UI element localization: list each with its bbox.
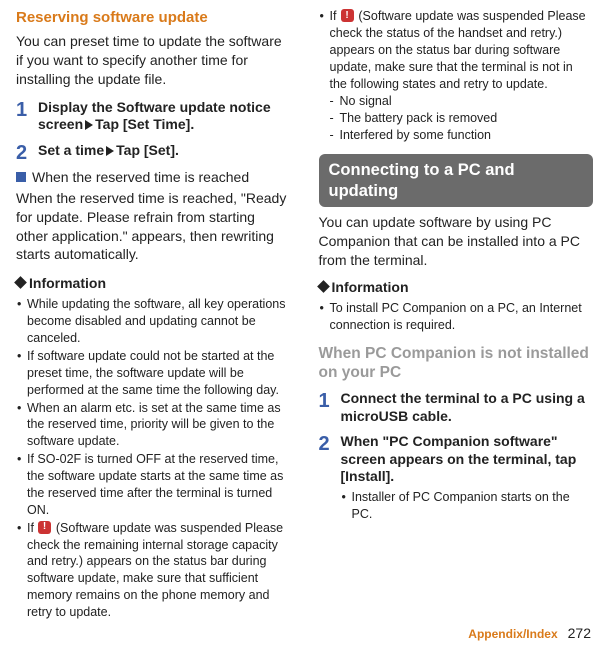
list-item: Installer of PC Companion starts on the … [341, 489, 594, 523]
sub-list: No signal The battery pack is removed In… [330, 93, 594, 144]
step-2: 2 When "PC Companion software" screen ap… [319, 433, 594, 523]
list-item: To install PC Companion on a PC, an Inte… [319, 300, 594, 334]
info-list: While updating the software, all key ope… [16, 296, 291, 621]
body-paragraph: When the reserved time is reached, "Read… [16, 189, 291, 265]
sub-list-item: The battery pack is removed [330, 110, 594, 127]
step-number: 1 [319, 390, 341, 425]
warning-icon [38, 521, 51, 534]
intro-text: You can update software by using PC Comp… [319, 213, 594, 270]
gray-subheading: When PC Companion is not installed on yo… [319, 344, 594, 383]
list-item: If SO-02F is turned OFF at the reserved … [16, 451, 291, 519]
step-sub-list: Installer of PC Companion starts on the … [341, 489, 594, 523]
step-text-b: Tap [Set]. [116, 142, 179, 158]
page-footer: Appendix/Index 272 [468, 625, 591, 641]
info-heading-text: Information [29, 275, 106, 291]
step-text: Connect the terminal to a PC using a mic… [341, 390, 594, 425]
step-number: 2 [319, 433, 341, 523]
list-item: When an alarm etc. is set at the same ti… [16, 400, 291, 451]
diamond-icon [317, 280, 330, 293]
list-item: If (Software update was suspended Please… [319, 8, 594, 144]
square-bullet-icon [16, 172, 26, 182]
step-2: 2 Set a time Tap [Set]. [16, 142, 291, 164]
info-heading: Information [319, 278, 594, 297]
intro-text: You can preset time to update the softwa… [16, 32, 291, 89]
subheading: When the reserved time is reached [16, 168, 291, 187]
sub-list-item: Interfered by some function [330, 127, 594, 144]
diamond-icon [14, 277, 27, 290]
step-1: 1 Display the Software update notice scr… [16, 99, 291, 134]
subheading-text: When the reserved time is reached [32, 169, 249, 185]
list-item: While updating the software, all key ope… [16, 296, 291, 347]
list-item-text-a: If [330, 9, 340, 23]
right-arrow-icon [85, 120, 93, 130]
step-text: Set a time Tap [Set]. [38, 142, 179, 164]
page-number: 272 [568, 625, 591, 641]
step-text-b: Tap [Set Time]. [95, 116, 194, 132]
section-banner: Connecting to a PC and updating [319, 154, 594, 207]
list-item-text-a: If [27, 521, 37, 535]
list-item-text-b: (Software update was suspended Please ch… [330, 9, 586, 91]
step-text-a: Set a time [38, 142, 104, 158]
section-title: Reserving software update [16, 8, 291, 28]
list-item: If (Software update was suspended Please… [16, 520, 291, 621]
step-text: Display the Software update notice scree… [38, 99, 291, 134]
info-heading: Information [16, 274, 291, 293]
info-list: If (Software update was suspended Please… [319, 8, 594, 144]
step-1: 1 Connect the terminal to a PC using a m… [319, 390, 594, 425]
right-arrow-icon [106, 146, 114, 156]
warning-icon [341, 9, 354, 22]
list-item-text-b: (Software update was suspended Please ch… [27, 521, 283, 619]
step-text: When "PC Companion software" screen appe… [341, 433, 594, 486]
info-list: To install PC Companion on a PC, an Inte… [319, 300, 594, 334]
step-number: 2 [16, 142, 38, 164]
step-number: 1 [16, 99, 38, 134]
sub-list-item: No signal [330, 93, 594, 110]
footer-label: Appendix/Index [468, 627, 557, 641]
info-heading-text: Information [332, 279, 409, 295]
list-item: If software update could not be started … [16, 348, 291, 399]
